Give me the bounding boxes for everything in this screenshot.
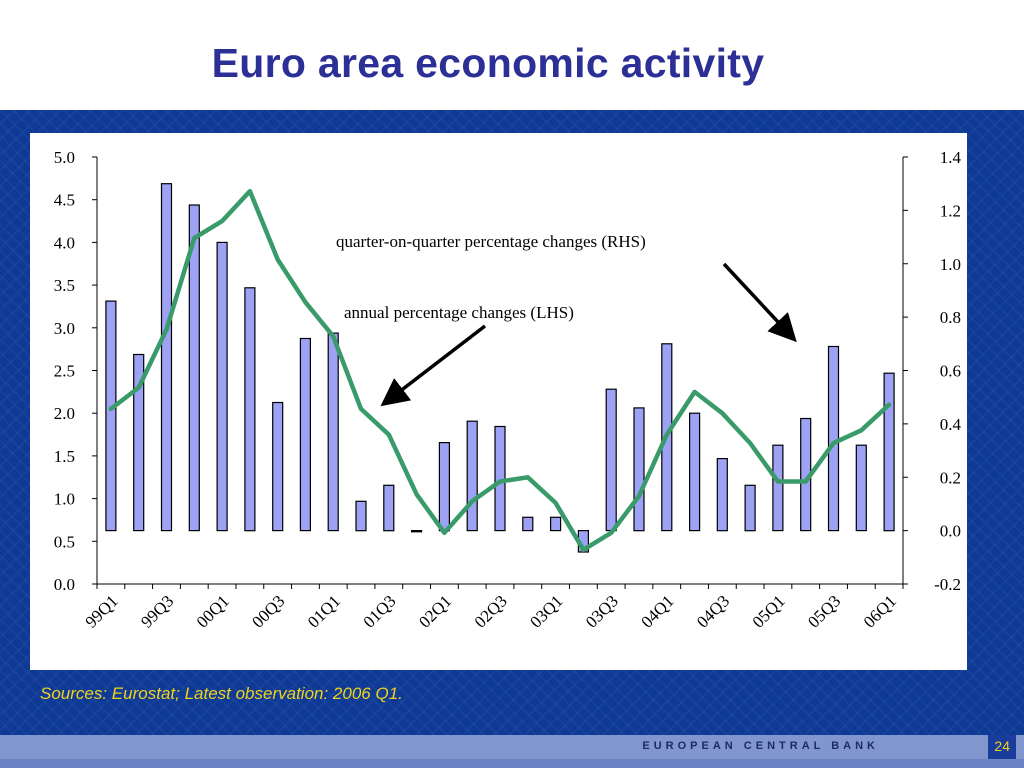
x-tick-label: 04Q3 xyxy=(693,591,733,631)
bar-99Q1 xyxy=(105,300,117,532)
x-tick-label: 00Q3 xyxy=(248,591,288,631)
left-tick-label: 2.5 xyxy=(54,362,75,381)
x-tick-label: 99Q3 xyxy=(137,591,177,631)
slide-title: Euro area economic activity xyxy=(211,40,765,86)
annual-change-line xyxy=(108,188,892,553)
bar-02Q3 xyxy=(494,425,506,532)
right-tick-label: 0.6 xyxy=(940,362,961,381)
left-tick-label: 4.5 xyxy=(54,191,75,210)
bar-05Q1 xyxy=(772,444,784,532)
bar-04Q2 xyxy=(688,412,701,532)
bar-02Q4 xyxy=(522,516,534,532)
annotation-lhs: annual percentage changes (LHS) xyxy=(344,303,574,322)
source-note: Sources: Eurostat; Latest observation: 2… xyxy=(40,684,403,703)
bar-99Q4 xyxy=(188,204,200,532)
bar-01Q3 xyxy=(383,484,395,532)
bar-06Q1 xyxy=(883,372,895,532)
footer-bar: EUROPEAN CENTRAL BANK 24 xyxy=(0,735,1024,768)
left-tick-label: 5.0 xyxy=(54,148,75,167)
bar-03Q1 xyxy=(549,516,562,532)
bar-00Q1 xyxy=(216,241,228,532)
bar-02Q2 xyxy=(466,420,478,532)
bar-04Q4 xyxy=(744,484,756,532)
x-tick-label: 02Q3 xyxy=(471,591,511,631)
x-tick-label: 05Q3 xyxy=(804,591,844,631)
right-tick-label: 0.8 xyxy=(940,308,961,327)
x-tick-label: 00Q1 xyxy=(193,591,233,631)
left-tick-label: 0.0 xyxy=(54,575,75,594)
x-tick-label: 06Q1 xyxy=(860,591,900,631)
chart-panel: 5.0 4.5 4.0 3.5 3.0 2.5 2.0 1.5 1.0 0.5 0.0 1.4 1.2 1… xyxy=(30,133,967,670)
right-tick-label: 0.2 xyxy=(940,468,961,487)
bar-99Q3 xyxy=(160,183,173,532)
bar-03Q3 xyxy=(605,388,617,532)
left-tick-label: 1.5 xyxy=(54,447,75,466)
page-number: 24 xyxy=(988,735,1016,759)
left-tick-label: 3.5 xyxy=(54,276,75,295)
footer-strip: EUROPEAN CENTRAL BANK 24 xyxy=(0,735,1024,759)
bar-00Q2 xyxy=(244,287,256,532)
bar-00Q4 xyxy=(299,337,311,532)
bar-05Q4 xyxy=(855,444,867,532)
x-tick-label: 01Q1 xyxy=(304,591,344,631)
right-tick-label: 1.0 xyxy=(940,255,961,274)
footer-bank-name: EUROPEAN CENTRAL BANK xyxy=(642,740,879,752)
bar-01Q4 xyxy=(411,530,423,533)
bar-00Q3 xyxy=(272,401,284,532)
left-tick-label: 1.0 xyxy=(54,490,75,509)
left-tick-label: 2.0 xyxy=(54,404,75,423)
annotation-rhs: quarter-on-quarter percentage changes (R… xyxy=(336,232,646,251)
x-tick-label: 05Q1 xyxy=(749,591,789,631)
x-tick-label: 03Q3 xyxy=(582,591,622,631)
left-tick-label: 4.0 xyxy=(54,233,75,252)
chart-svg: 5.0 4.5 4.0 3.5 3.0 2.5 2.0 1.5 1.0 0.5 0.0 1.4 1.2 1… xyxy=(54,148,962,632)
x-tick-label: 01Q3 xyxy=(360,591,400,631)
right-tick-label: -0.2 xyxy=(934,575,961,594)
x-tick-label: 04Q1 xyxy=(637,591,677,631)
line-layer xyxy=(108,188,892,553)
right-tick-label: 0.0 xyxy=(940,522,961,541)
bars-layer xyxy=(105,183,895,553)
x-tick-label: 99Q1 xyxy=(82,591,122,631)
left-tick-label: 0.5 xyxy=(54,532,75,551)
bar-01Q2 xyxy=(355,500,367,532)
arrow-rhs xyxy=(722,262,797,343)
bar-01Q1 xyxy=(327,332,339,532)
right-tick-label: 1.4 xyxy=(940,148,962,167)
right-tick-label: 1.2 xyxy=(940,201,961,220)
bar-99Q2 xyxy=(133,353,145,532)
x-tick-label: 02Q1 xyxy=(415,591,455,631)
arrow-lhs xyxy=(380,324,487,407)
bar-04Q3 xyxy=(716,458,728,532)
bar-05Q3 xyxy=(827,345,840,532)
x-tick-label: 03Q1 xyxy=(526,591,566,631)
right-tick-label: 0.4 xyxy=(940,415,962,434)
left-tick-label: 3.0 xyxy=(54,319,75,338)
bar-03Q4 xyxy=(633,407,645,532)
annotation-layer: quarter-on-quarter percentage changes (R… xyxy=(336,232,797,407)
bar-02Q1 xyxy=(438,442,450,532)
